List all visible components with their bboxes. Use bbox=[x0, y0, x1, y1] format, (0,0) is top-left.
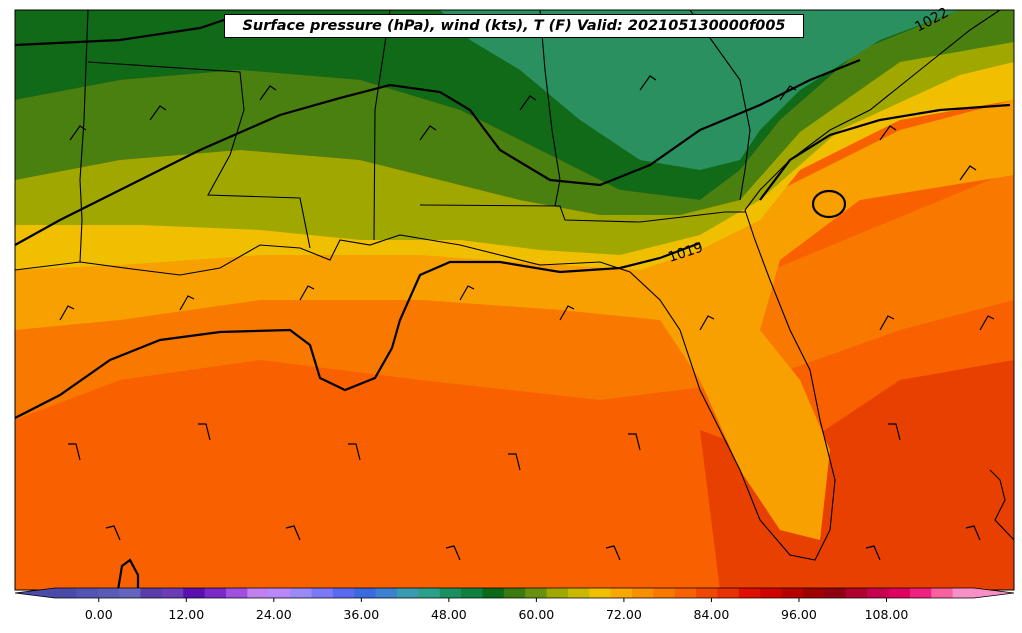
colorbar-segment bbox=[482, 588, 505, 598]
colorbar-segment bbox=[183, 588, 206, 598]
colorbar-segment bbox=[461, 588, 483, 598]
colorbar-segment bbox=[503, 588, 526, 598]
colorbar-segment bbox=[952, 588, 975, 598]
colorbar-segment bbox=[632, 588, 654, 598]
colorbar-segment bbox=[653, 588, 676, 598]
temperature-band-yellow bbox=[15, 60, 1014, 270]
colorbar-segment bbox=[610, 588, 633, 598]
colorbar-segment bbox=[375, 588, 398, 598]
colorbar-tick-label: 48.00 bbox=[430, 607, 467, 622]
colorbar-tick-label: 84.00 bbox=[693, 607, 730, 622]
colorbar-segment bbox=[268, 588, 291, 598]
colorbar-segment bbox=[204, 588, 227, 598]
colorbar-segment bbox=[439, 588, 462, 598]
colorbar-tick-label: 96.00 bbox=[781, 607, 817, 622]
temperature-band-red-orange bbox=[700, 360, 1014, 590]
map-plot-area: 1022 1019 bbox=[14, 5, 1015, 591]
isobar-southwest-bump bbox=[116, 558, 140, 591]
colorbar-segment bbox=[888, 588, 911, 598]
colorbar-segment bbox=[354, 588, 377, 598]
colorbar-segment bbox=[567, 588, 590, 598]
colorbar-segment bbox=[55, 588, 77, 598]
isobar-1019-ring bbox=[759, 103, 1011, 201]
colorbar-segment bbox=[931, 588, 954, 598]
colorbar-segment bbox=[332, 588, 355, 598]
colorbar-segment bbox=[311, 588, 334, 598]
colorbar-segment bbox=[867, 588, 890, 598]
colorbar-segment bbox=[717, 588, 740, 598]
isobar-closed-ring bbox=[811, 189, 847, 219]
wind-barbs bbox=[59, 75, 995, 561]
colorbar-segment bbox=[824, 588, 847, 598]
colorbar-segment bbox=[803, 588, 825, 598]
colorbar-tick-label: 24.00 bbox=[255, 607, 292, 622]
colorbar-tick-label: 36.00 bbox=[343, 607, 380, 622]
colorbar-segment bbox=[738, 588, 761, 598]
colorbar-segment bbox=[140, 588, 163, 598]
colorbar-segment bbox=[97, 588, 120, 598]
isobar-1022-east bbox=[14, 58, 861, 246]
colorbar-segment bbox=[525, 588, 548, 598]
colorbar-segment bbox=[546, 588, 569, 598]
isobar-1019 bbox=[14, 241, 701, 419]
map-title: Surface pressure (hPa), wind (kts), T (F… bbox=[224, 14, 804, 38]
temperature-band-teal bbox=[440, 10, 960, 170]
colorbar-segment bbox=[781, 588, 804, 598]
isobars bbox=[14, 16, 1011, 591]
isobar-1022 bbox=[14, 16, 231, 47]
colorbar-segment bbox=[418, 588, 441, 598]
colorbar-tick-label: 60.00 bbox=[518, 607, 555, 622]
colorbar-segment bbox=[696, 588, 719, 598]
colorbar-extend-high bbox=[974, 588, 1014, 598]
colorbar-segment bbox=[119, 588, 141, 598]
colorbar-segment bbox=[396, 588, 419, 598]
colorbar-segment bbox=[161, 588, 184, 598]
colorbar-segment bbox=[76, 588, 99, 598]
colorbar-segment bbox=[760, 588, 783, 598]
colorbar-outline bbox=[14, 587, 1015, 599]
colorbar-segment bbox=[909, 588, 932, 598]
colorbar-segment bbox=[225, 588, 248, 598]
colorbar-tick-label: 72.00 bbox=[605, 607, 642, 622]
coastline-and-borders bbox=[14, 9, 1015, 561]
temperature-band-light-green bbox=[15, 10, 1014, 215]
colorbar-segment bbox=[845, 588, 868, 598]
colorbar-tick-label: 12.00 bbox=[168, 607, 205, 622]
temperature-band-olive bbox=[15, 40, 1014, 255]
colorbar-tick-label: 0.00 bbox=[84, 607, 113, 622]
colorbar-segment bbox=[290, 588, 312, 598]
colorbar-extend-low bbox=[15, 588, 55, 598]
colorbar bbox=[14, 587, 1015, 602]
colorbar-tick-label: 108.00 bbox=[864, 607, 909, 622]
colorbar-segment bbox=[589, 588, 612, 598]
colorbar-segment bbox=[247, 588, 270, 598]
colorbar-segment bbox=[674, 588, 697, 598]
